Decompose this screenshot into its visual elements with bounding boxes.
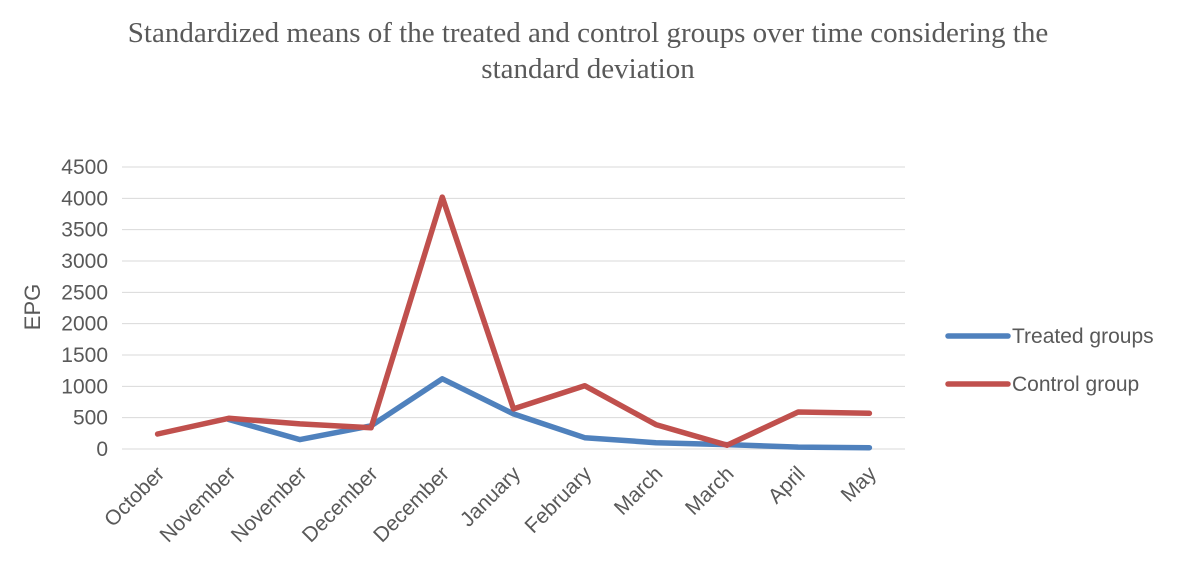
y-tick-label-0: 0 bbox=[96, 438, 108, 461]
legend: Treated groups Control group bbox=[945, 325, 1154, 396]
x-tick-label-6: February bbox=[521, 462, 597, 538]
y-axis-tick-labels: 0 500 1000 1500 2000 2500 3000 3500 4000 4500 bbox=[61, 156, 108, 461]
y-tick-label-500: 500 bbox=[73, 407, 108, 430]
x-tick-label-7: March bbox=[610, 462, 668, 520]
chart-title-line-2: standard deviation bbox=[481, 53, 695, 85]
y-axis-title: EPG bbox=[20, 284, 45, 330]
x-tick-label-2: November bbox=[227, 462, 312, 547]
legend-label-1: Control group bbox=[1012, 373, 1139, 396]
series-line-1 bbox=[154, 194, 873, 448]
x-tick-label-1: November bbox=[156, 462, 241, 547]
x-tick-label-0: October bbox=[100, 462, 169, 531]
y-tick-label-3000: 3000 bbox=[61, 250, 108, 273]
y-tick-label-1500: 1500 bbox=[61, 344, 108, 367]
y-tick-label-4000: 4000 bbox=[61, 187, 108, 210]
x-tick-label-4: December bbox=[369, 462, 454, 547]
x-tick-label-10: May bbox=[837, 462, 882, 507]
x-tick-label-9: April bbox=[764, 462, 810, 508]
x-tick-label-3: December bbox=[298, 462, 383, 547]
chart-title-line-1: Standardized means of the treated and co… bbox=[128, 17, 1048, 49]
x-tick-label-5: January bbox=[456, 462, 525, 531]
y-tick-label-1000: 1000 bbox=[61, 375, 108, 398]
y-tick-label-4500: 4500 bbox=[61, 156, 108, 179]
y-tick-label-2000: 2000 bbox=[61, 313, 108, 336]
y-tick-label-3500: 3500 bbox=[61, 219, 108, 242]
series-lines bbox=[154, 194, 873, 451]
x-tick-label-8: March bbox=[681, 462, 739, 520]
legend-label-0: Treated groups bbox=[1012, 325, 1154, 348]
series-line-0 bbox=[226, 376, 873, 451]
y-tick-label-2500: 2500 bbox=[61, 281, 108, 304]
